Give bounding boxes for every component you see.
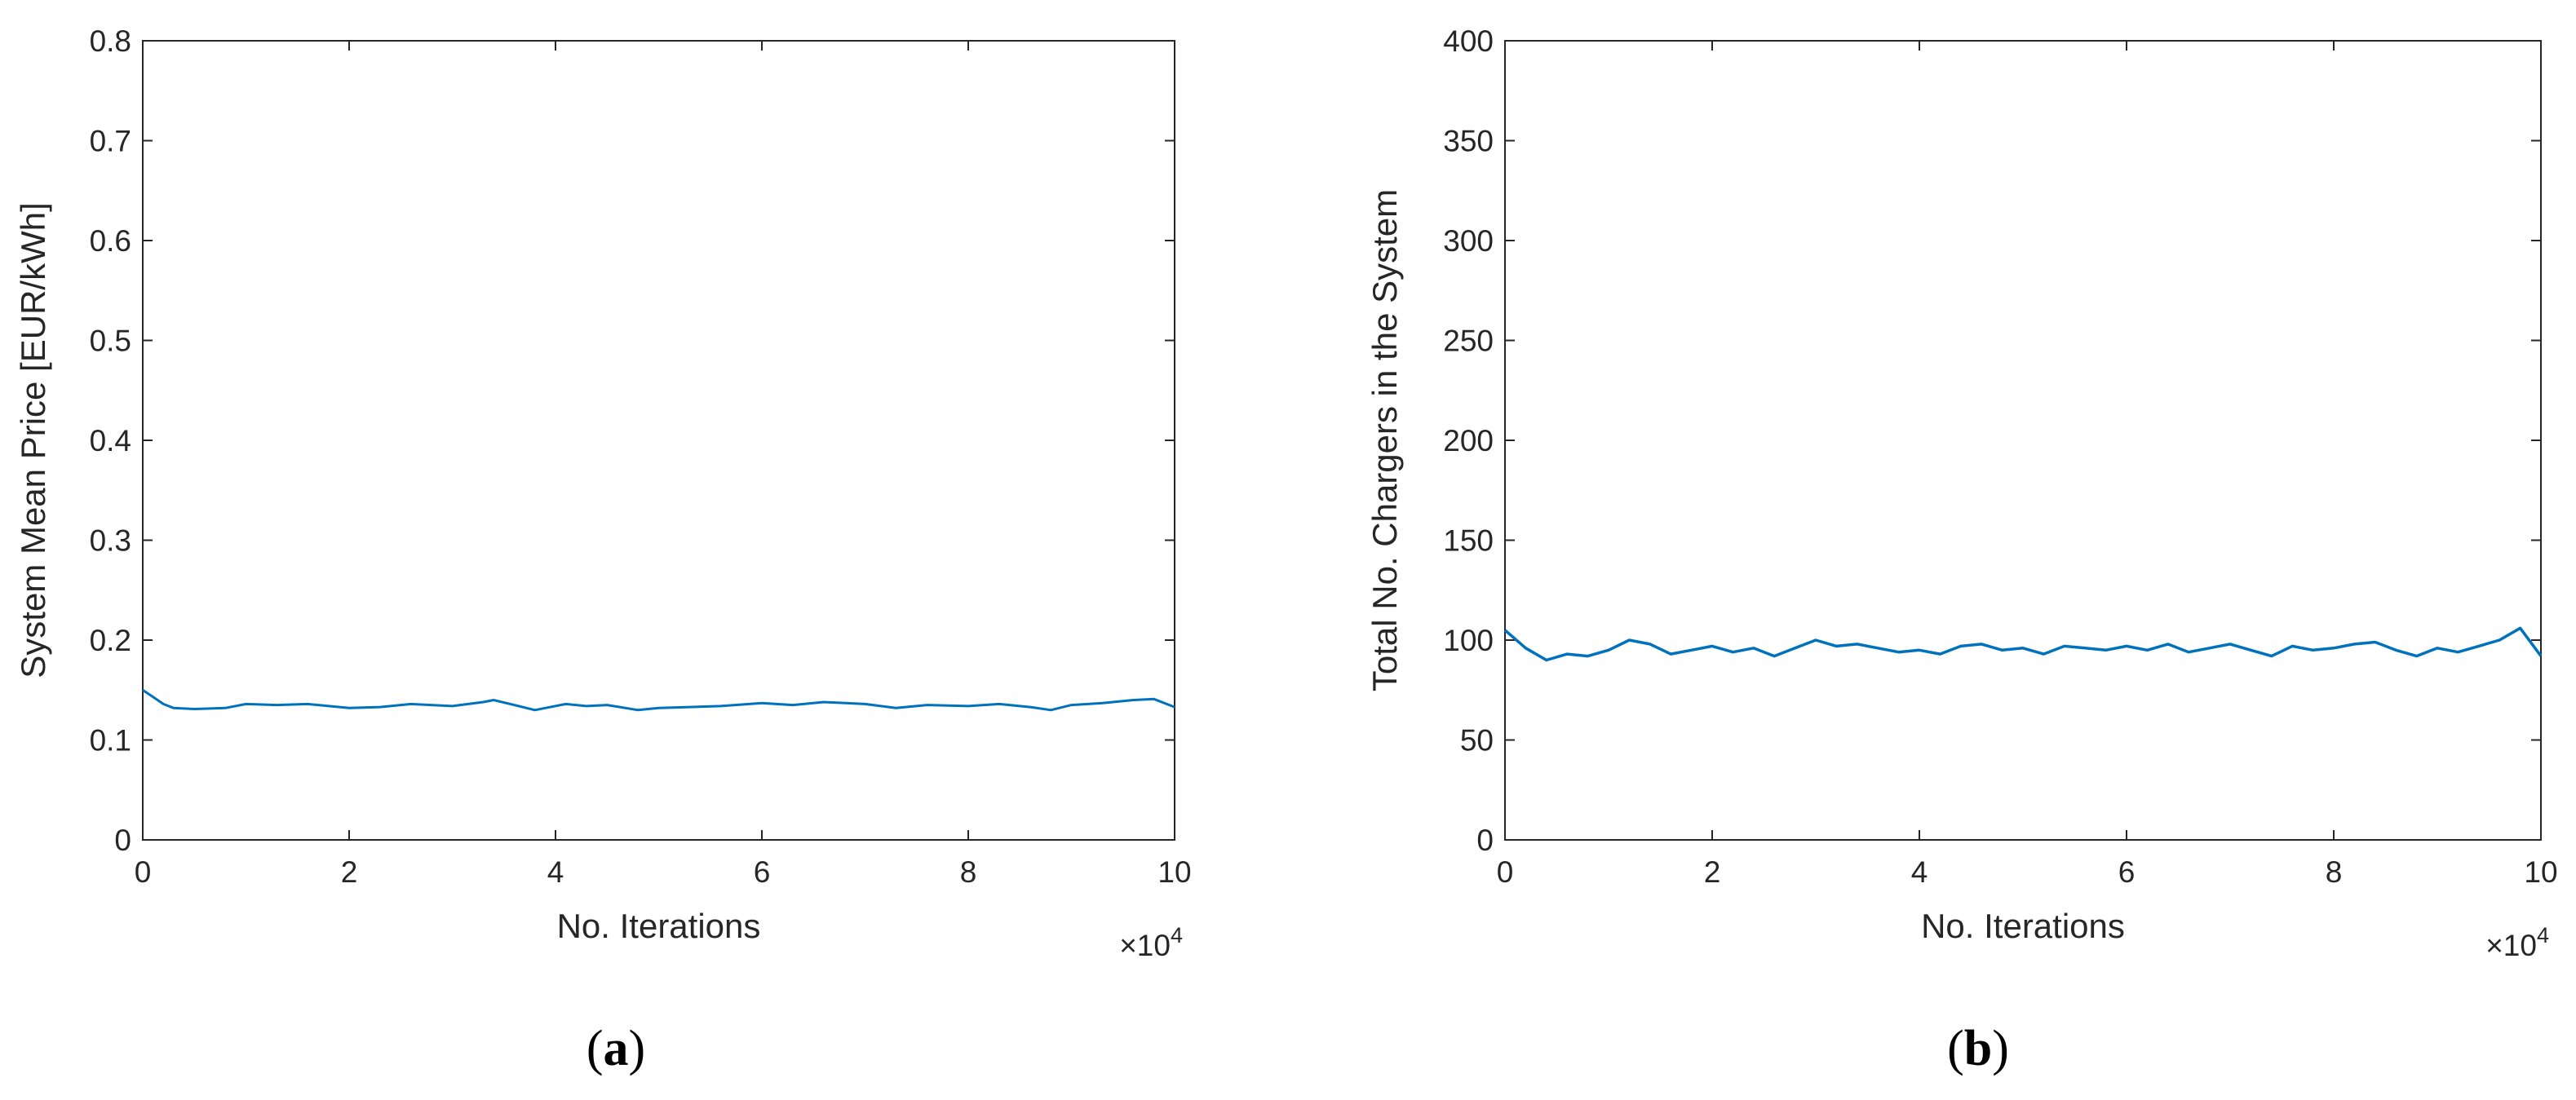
series-line [1503,626,2543,662]
y-tick-label: 150 [1443,524,1494,558]
y-tick-label: 0.1 [90,724,131,758]
x-tick-label: 10 [1157,855,1191,889]
y-tick-label: 300 [1443,224,1494,258]
y-tick-label: 200 [1443,424,1494,457]
x-axis-multiplier: ×104 [1119,923,1183,962]
x-tick-label: 8 [2326,855,2343,889]
y-tick-label: 400 [1443,24,1494,58]
y-tick-label: 0 [114,824,131,857]
y-tick-label: 0.2 [90,624,131,657]
y-tick-label: 0.6 [90,224,131,258]
panel-a-caption: (a) [586,1021,645,1076]
y-tick-label: 100 [1443,624,1494,657]
y-tick-label: 0 [1476,824,1494,857]
panel-b-caption: (b) [1947,1021,2009,1076]
axes-box [1504,40,2542,841]
x-tick-label: 2 [341,855,358,889]
y-tick-label: 250 [1443,325,1494,358]
x-tick-label: 2 [1704,855,1721,889]
x-tick-label: 6 [754,855,771,889]
y-axis-label: Total No. Chargers in the System [1365,189,1404,691]
x-axis-label: No. Iterations [1921,907,2125,945]
y-axis-label: System Mean Price [EUR/kWh] [14,202,52,678]
series-line [142,689,1175,712]
x-axis-label: No. Iterations [557,907,761,945]
x-tick-label: 4 [547,855,564,889]
y-tick-label: 0.7 [90,125,131,158]
x-tick-label: 8 [960,855,977,889]
axes-box [142,40,1175,841]
y-tick-label: 0.8 [90,24,131,58]
y-tick-label: 50 [1460,724,1494,758]
y-tick-label: 0.5 [90,325,131,358]
x-tick-label: 0 [1497,855,1514,889]
x-tick-label: 10 [2524,855,2557,889]
x-tick-label: 6 [2118,855,2136,889]
x-tick-label: 4 [1911,855,1928,889]
y-tick-label: 350 [1443,125,1494,158]
x-axis-multiplier: ×104 [2485,923,2549,962]
panel-a-chart: 0 2 4 6 8 10 0 0.1 0.2 0.3 0.4 0.5 0.6 0.7 0.8 No. Iter… [14,24,1192,962]
x-tick-label: 0 [135,855,152,889]
y-tick-label: 0.3 [90,524,131,558]
y-tick-label: 0.4 [90,424,131,457]
